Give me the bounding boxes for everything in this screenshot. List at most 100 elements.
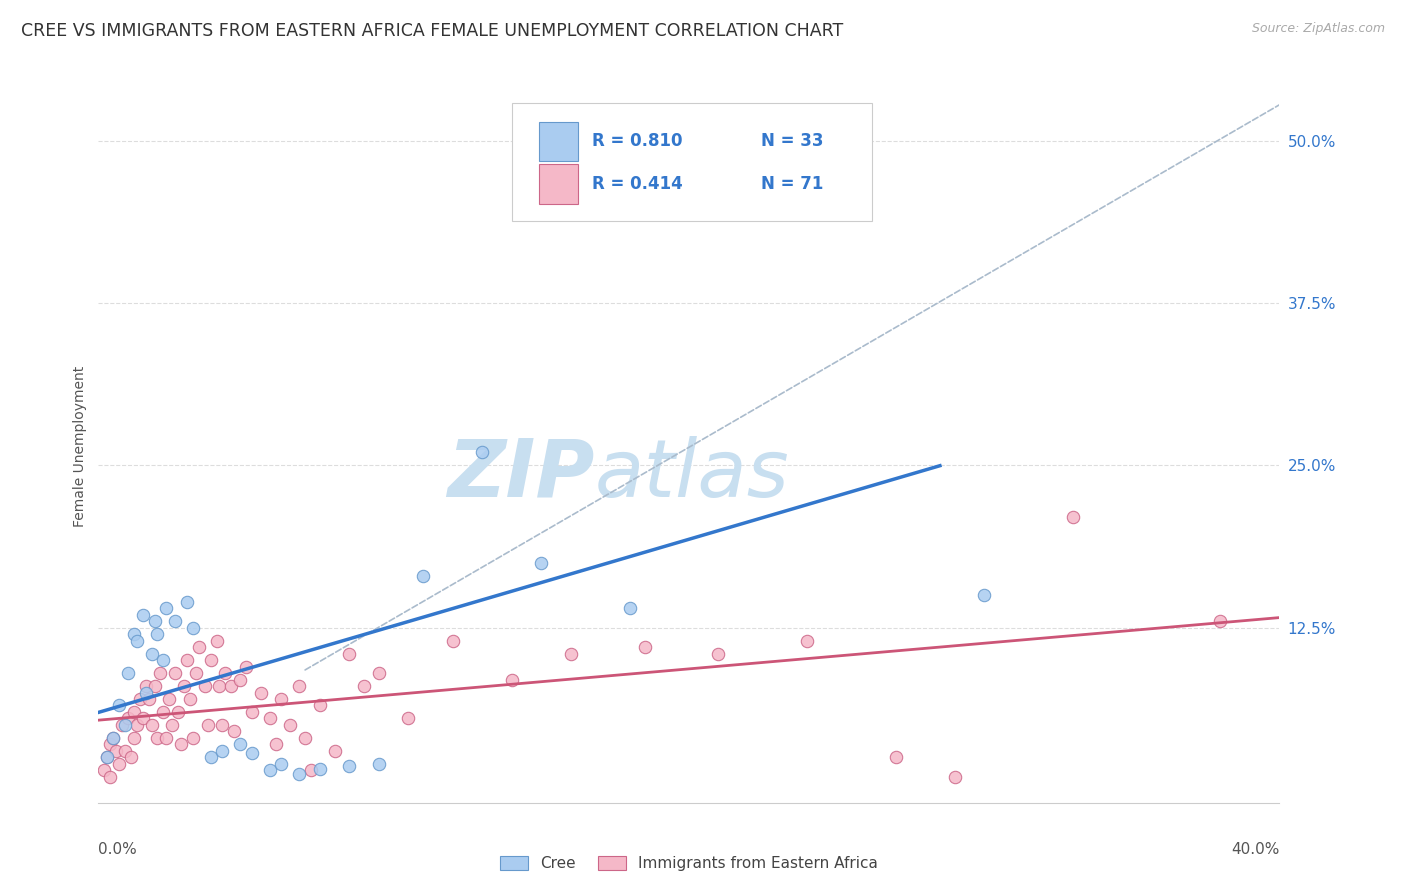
Point <box>98 770 121 784</box>
Text: R = 0.810: R = 0.810 <box>592 132 682 150</box>
Point <box>181 621 204 635</box>
Point <box>229 673 252 687</box>
Point <box>143 614 166 628</box>
Point <box>103 731 125 745</box>
Point <box>146 731 169 745</box>
Point <box>197 718 219 732</box>
Point <box>530 556 553 570</box>
Point <box>214 666 236 681</box>
Text: atlas: atlas <box>595 435 789 514</box>
Point <box>270 692 292 706</box>
Point <box>125 633 148 648</box>
Point <box>412 568 434 582</box>
Point <box>353 679 375 693</box>
Legend: Cree, Immigrants from Eastern Africa: Cree, Immigrants from Eastern Africa <box>494 850 884 877</box>
Point <box>288 767 311 781</box>
Point <box>229 738 252 752</box>
Point <box>93 764 115 778</box>
Point <box>122 705 145 719</box>
Point <box>135 679 157 693</box>
FancyBboxPatch shape <box>538 164 578 203</box>
Point <box>250 685 273 699</box>
Point <box>288 679 311 693</box>
Point <box>181 731 204 745</box>
Point <box>205 633 228 648</box>
Text: ZIP: ZIP <box>447 435 595 514</box>
Point <box>146 627 169 641</box>
Point <box>184 666 207 681</box>
Point <box>98 738 121 752</box>
Point <box>240 747 263 761</box>
FancyBboxPatch shape <box>512 103 872 221</box>
Point <box>103 731 125 745</box>
Point <box>138 692 160 706</box>
Point <box>200 653 222 667</box>
Text: R = 0.414: R = 0.414 <box>592 175 683 193</box>
Point <box>633 640 655 654</box>
Point <box>176 653 198 667</box>
Point <box>294 731 316 745</box>
Point <box>179 692 201 706</box>
Y-axis label: Female Unemployment: Female Unemployment <box>73 366 87 526</box>
Point <box>501 673 523 687</box>
Point <box>120 750 142 764</box>
Point <box>135 685 157 699</box>
Point <box>108 756 131 771</box>
Point <box>141 718 163 732</box>
FancyBboxPatch shape <box>538 121 578 161</box>
Text: N = 33: N = 33 <box>761 132 824 150</box>
Point <box>368 666 391 681</box>
Point <box>309 698 332 713</box>
Point <box>278 718 302 732</box>
Point <box>796 633 818 648</box>
Point <box>211 718 233 732</box>
Point <box>471 445 494 459</box>
Point <box>162 718 183 732</box>
Point <box>143 679 166 693</box>
Point <box>114 744 136 758</box>
Point <box>149 666 172 681</box>
Point <box>299 764 322 778</box>
Point <box>125 718 148 732</box>
Point <box>194 679 217 693</box>
Point <box>240 705 263 719</box>
Point <box>152 653 174 667</box>
Point <box>211 744 233 758</box>
Point <box>200 750 222 764</box>
Point <box>152 705 174 719</box>
Point <box>173 679 195 693</box>
Point <box>441 633 464 648</box>
Point <box>1062 510 1084 524</box>
Point <box>224 724 246 739</box>
Point <box>117 666 139 681</box>
Point <box>368 756 391 771</box>
Point <box>117 711 139 725</box>
Point <box>619 601 641 615</box>
Point <box>560 647 582 661</box>
Point <box>270 756 292 771</box>
Point <box>396 711 419 725</box>
Point <box>167 705 190 719</box>
Point <box>105 744 128 758</box>
Point <box>128 692 150 706</box>
Point <box>309 762 332 776</box>
Point <box>96 750 118 764</box>
Text: 0.0%: 0.0% <box>98 842 138 857</box>
Text: CREE VS IMMIGRANTS FROM EASTERN AFRICA FEMALE UNEMPLOYMENT CORRELATION CHART: CREE VS IMMIGRANTS FROM EASTERN AFRICA F… <box>21 22 844 40</box>
Point <box>884 750 907 764</box>
Text: Source: ZipAtlas.com: Source: ZipAtlas.com <box>1251 22 1385 36</box>
Point <box>337 647 360 661</box>
Point <box>122 731 145 745</box>
Point <box>155 731 177 745</box>
Point <box>323 744 346 758</box>
Point <box>1209 614 1232 628</box>
Point <box>165 614 187 628</box>
Point <box>737 160 759 174</box>
Point <box>170 738 193 752</box>
Text: N = 71: N = 71 <box>761 175 824 193</box>
Point <box>157 692 180 706</box>
Point <box>259 711 281 725</box>
Point <box>165 666 187 681</box>
Point <box>96 750 118 764</box>
Point <box>264 738 287 752</box>
